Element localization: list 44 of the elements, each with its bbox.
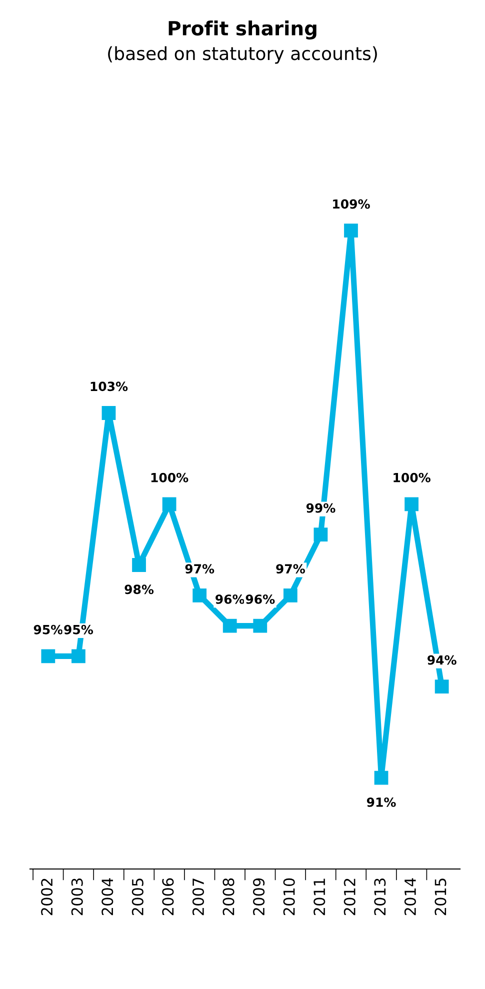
- data-label: 109%: [333, 199, 370, 209]
- data-label: 103%: [90, 382, 128, 392]
- point: [314, 528, 328, 542]
- chart-title: Profit sharing: [168, 20, 316, 40]
- data-label: 96%: [216, 594, 244, 604]
- point: [344, 224, 358, 238]
- point: [102, 406, 116, 420]
- point: [222, 618, 237, 633]
- point: [434, 680, 449, 694]
- x-tick-label: 2002: [41, 878, 53, 916]
- data-label: 97%: [276, 564, 305, 574]
- x-tick-label: 2005: [132, 878, 144, 916]
- point: [283, 588, 298, 602]
- data-label: 91%: [366, 797, 396, 807]
- data-label: 98%: [124, 584, 154, 594]
- x-tick-label: 2012: [344, 878, 356, 916]
- data-label: 95%: [34, 624, 63, 634]
- point: [253, 618, 268, 633]
- data-label: 100%: [151, 472, 188, 482]
- x-tick-label: 2011: [314, 878, 326, 916]
- chart-subtitle: (based on statutory accounts): [108, 46, 377, 64]
- point: [132, 558, 146, 572]
- x-tick-label: 2004: [102, 878, 114, 916]
- point: [41, 649, 56, 664]
- point: [192, 588, 207, 602]
- data-label: 99%: [306, 503, 336, 513]
- x-tick-label: 2014: [404, 878, 416, 916]
- point: [374, 770, 388, 785]
- x-tick-label: 2006: [162, 878, 174, 916]
- x-tick-label: 2003: [71, 878, 83, 916]
- x-tick-label: 2008: [222, 878, 234, 916]
- point: [162, 497, 176, 512]
- x-tick-label: 2013: [374, 878, 386, 916]
- point: [404, 497, 418, 512]
- x-tick-label: 2010: [283, 878, 295, 916]
- data-label: 94%: [428, 655, 456, 665]
- x-tick-label: 2015: [434, 878, 446, 916]
- point: [72, 649, 86, 664]
- data-label: 96%: [246, 594, 275, 604]
- data-label: 97%: [185, 564, 214, 574]
- x-tick-label: 2007: [192, 878, 204, 916]
- data-label: 100%: [394, 472, 430, 482]
- data-label: 95%: [64, 624, 94, 634]
- x-tick-label: 2009: [253, 878, 265, 916]
